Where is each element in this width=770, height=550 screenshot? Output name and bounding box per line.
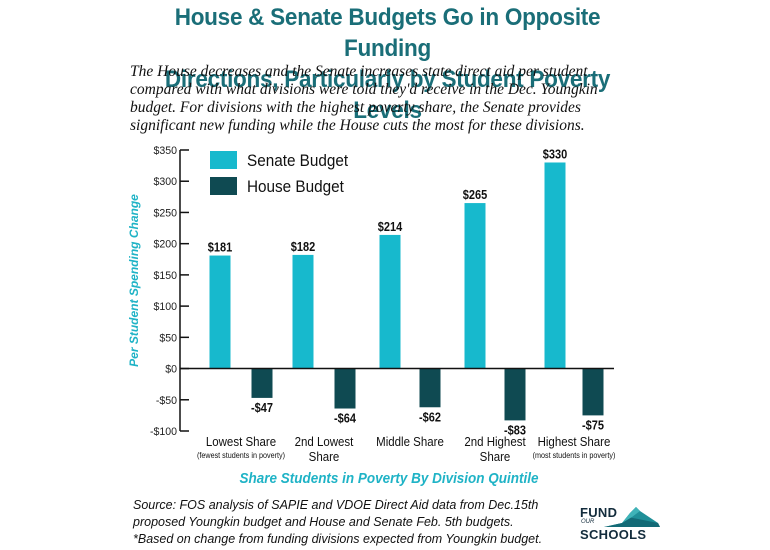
x-axis-title: Share Students in Poverty By Division Qu…	[240, 470, 539, 487]
x-category-label: Share	[309, 450, 340, 465]
x-category-label: Highest Share	[538, 435, 611, 450]
legend-label-house: House Budget	[247, 177, 344, 196]
x-category-label: Middle Share	[376, 435, 444, 450]
senate-bar	[544, 162, 566, 369]
logo-text-schools: SCHOOLS	[580, 527, 647, 542]
senate-data-label: $182	[291, 240, 316, 254]
senate-data-label: $330	[543, 148, 568, 162]
legend-swatch-house	[210, 177, 237, 195]
house-data-label: -$47	[251, 401, 273, 415]
y-tick-label: -$50	[156, 394, 177, 406]
source-line: proposed Youngkin budget and House and S…	[133, 515, 514, 529]
subtitle-line: The House decreases and the Senate incre…	[130, 63, 588, 80]
y-tick-label: -$100	[150, 426, 177, 438]
source-line: *Based on change from funding divisions …	[133, 532, 543, 546]
logo-text-fund: FUND	[580, 505, 618, 520]
house-data-label: -$64	[334, 412, 356, 426]
senate-bar	[464, 203, 486, 369]
x-category-label: 2nd Highest	[464, 435, 526, 450]
chart-title-line-1: House & Senate Budgets Go in Opposite Fu…	[174, 4, 601, 62]
y-tick-label: $100	[153, 301, 177, 313]
subtitle-line: significant new funding while the House …	[130, 117, 585, 134]
x-category-note: (fewest students in poverty)	[197, 451, 285, 460]
house-data-label: -$75	[582, 419, 604, 433]
y-tick-label: $200	[153, 238, 177, 250]
legend-swatch-senate	[210, 151, 237, 169]
senate-data-label: $265	[463, 188, 488, 202]
house-bar	[504, 368, 526, 421]
y-tick-label: $50	[159, 332, 177, 344]
fund-our-schools-logo: FUND OUR SCHOOLS	[580, 505, 660, 543]
x-category-label: 2nd Lowest	[295, 435, 354, 450]
source-note: Source: FOS analysis of SAPIE and VDOE D…	[133, 497, 542, 548]
senate-data-label: $214	[378, 220, 403, 234]
y-tick-label: $300	[153, 176, 177, 188]
y-tick-label: $250	[153, 207, 177, 219]
x-category-label: Share	[480, 450, 511, 465]
house-bar	[582, 368, 604, 416]
chart-title: House & Senate Budgets Go in Opposite Fu…	[132, 2, 643, 126]
x-category-label: Lowest Share	[206, 435, 277, 450]
house-bar	[334, 368, 356, 409]
y-tick-label: $350	[153, 145, 177, 157]
y-tick-label: $0	[165, 363, 177, 375]
house-bar	[419, 368, 441, 408]
legend-label-senate: Senate Budget	[247, 151, 349, 170]
subtitle-line: compared with what divisions were told t…	[130, 81, 598, 98]
senate-bar	[209, 255, 231, 369]
source-line: Source: FOS analysis of SAPIE and VDOE D…	[133, 498, 539, 512]
house-bar	[251, 368, 273, 398]
senate-bar	[379, 234, 401, 369]
house-data-label: -$83	[504, 424, 526, 438]
y-axis-title: Per Student Spending Change	[127, 194, 141, 367]
y-tick-label: $150	[153, 270, 177, 282]
virginia-map-icon	[604, 507, 660, 527]
logo-text-our: OUR	[581, 519, 595, 525]
chart-title-line-2: Directions, Particularly by Student Pove…	[164, 66, 611, 124]
house-data-label: -$62	[419, 411, 441, 425]
senate-data-label: $181	[208, 241, 233, 255]
senate-bar	[292, 254, 314, 369]
x-category-note: (most students in poverty)	[533, 451, 616, 460]
chart-subtitle: The House decreases and the Senate incre…	[130, 63, 690, 135]
subtitle-line: budget. For divisions with the highest p…	[130, 99, 581, 116]
